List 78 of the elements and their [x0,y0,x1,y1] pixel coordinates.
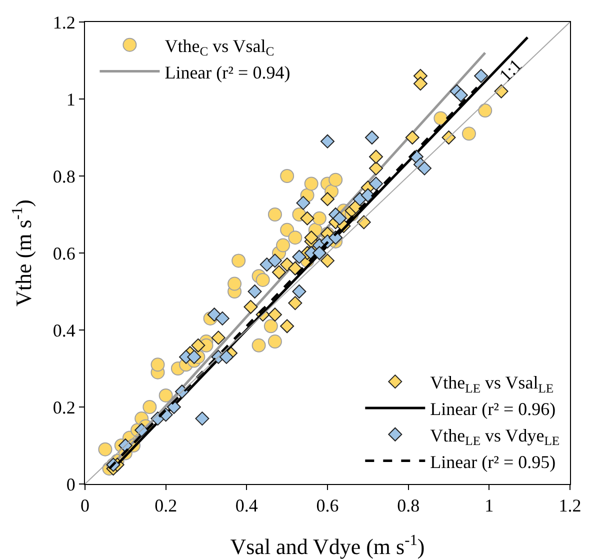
x-tick-label: 0.8 [397,496,420,516]
point [191,338,206,352]
point [474,68,488,83]
point [405,130,420,144]
point [288,230,302,245]
point [215,311,230,326]
x-tick-label: 0 [80,496,90,516]
point [434,111,448,126]
legend-label: Vthe$_{LE}$ vs Vsal$_{LE}$ [430,372,554,396]
legend-label: Linear (r² = 0.96) [430,399,556,419]
point [296,196,310,210]
point [300,211,314,226]
point [264,319,278,334]
point [276,238,290,252]
x-tick-label: 0.6 [316,496,339,516]
point [328,172,343,187]
point [369,161,383,176]
point [280,319,294,334]
point [320,192,334,206]
point [304,230,318,245]
point [219,350,234,364]
point [268,254,282,268]
point [280,222,294,237]
point [256,272,270,287]
point [413,76,428,91]
legend-label: Vthe$_{C}$ vs Vsal$_{C}$ [164,36,274,59]
point [280,258,294,272]
y-tick-label: 0.8 [52,166,76,186]
legend-label: Linear (r² = 0.94) [164,62,290,82]
y-tick-label: 0.2 [52,397,76,418]
point [268,308,282,322]
point [248,284,262,298]
point [158,388,173,402]
point [288,261,302,276]
point [304,176,318,191]
point [462,126,476,141]
point [369,150,383,164]
point [418,161,432,176]
point [195,412,210,426]
y-tick-label: 1.2 [52,12,76,32]
point [320,134,334,148]
point [228,276,242,291]
point [150,358,165,372]
point [288,296,302,310]
y-tick-label: 0.4 [52,320,76,340]
point [320,254,334,268]
point [292,284,306,298]
point [364,130,379,144]
point [187,350,202,364]
x-tick-label: 0.4 [235,496,258,516]
point [268,334,282,349]
point [312,211,326,226]
x-tick-label: 0.2 [154,496,178,516]
point [142,400,157,414]
point [232,254,246,268]
legend-label: Linear (r² = 0.95) [430,452,556,472]
point [166,400,181,414]
point [244,300,258,314]
point [280,169,294,183]
point [252,338,266,352]
x-tick-label: 1 [484,496,494,516]
point [292,250,306,264]
y-tick-label: 1 [66,89,76,110]
y-tick-label: 0 [66,474,76,494]
point [272,265,286,280]
legend-label: Vthe$_{LE}$ vs Vdye$_{LE}$ [430,425,560,448]
point [98,442,112,456]
x-tick-label: 1.2 [558,496,582,516]
point [478,104,492,118]
point [211,330,226,345]
x-axis-title: Vsal and Vdye (m s$^{-1}$) [230,532,425,559]
point [454,88,468,102]
point [360,188,375,202]
annotation: 1:1 [495,54,526,86]
point [332,211,347,226]
point [268,208,282,222]
point [369,176,383,191]
y-tick-label: 0.6 [52,243,76,264]
